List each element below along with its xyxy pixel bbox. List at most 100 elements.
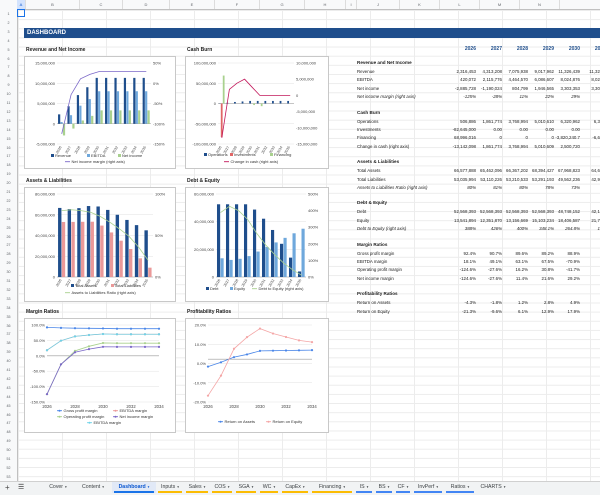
- data-point[interactable]: [220, 375, 222, 377]
- bar[interactable]: [110, 110, 112, 123]
- bar[interactable]: [60, 122, 62, 124]
- bar[interactable]: [116, 215, 119, 277]
- row-header[interactable]: 15: [0, 135, 17, 144]
- table-cell[interactable]: 13,541,894: [450, 218, 476, 223]
- bar[interactable]: [221, 258, 224, 277]
- tab-content[interactable]: Content▾: [74, 482, 112, 493]
- bar[interactable]: [110, 232, 113, 277]
- bar[interactable]: [82, 120, 84, 123]
- bar[interactable]: [221, 104, 223, 137]
- bar[interactable]: [58, 208, 61, 277]
- data-point[interactable]: [88, 334, 90, 336]
- bar[interactable]: [148, 110, 150, 123]
- column-header-c[interactable]: C: [80, 0, 123, 9]
- data-point[interactable]: [102, 327, 104, 329]
- table-cell[interactable]: 11%: [502, 94, 528, 99]
- table-cell[interactable]: 52,568,393: [528, 209, 554, 214]
- chevron-down-icon[interactable]: ▾: [177, 485, 179, 489]
- table-cell[interactable]: 4,464,570: [502, 77, 528, 82]
- data-point[interactable]: [233, 356, 235, 358]
- table-cell[interactable]: 52,568,393: [476, 209, 502, 214]
- bar[interactable]: [217, 204, 220, 277]
- row-header[interactable]: 6: [0, 55, 17, 64]
- column-header-h[interactable]: H: [305, 0, 346, 9]
- bar[interactable]: [242, 101, 244, 103]
- data-point[interactable]: [116, 328, 118, 330]
- bar[interactable]: [101, 110, 103, 123]
- table-cell[interactable]: 42,138,: [580, 209, 600, 214]
- table-cell[interactable]: 426%: [476, 226, 502, 231]
- row-header[interactable]: 17: [0, 152, 17, 161]
- column-header-d[interactable]: D: [123, 0, 170, 9]
- table-cell[interactable]: 22%: [528, 94, 554, 99]
- row-header[interactable]: 44: [0, 393, 17, 402]
- row-header[interactable]: 38: [0, 339, 17, 348]
- margin-ratios-chart[interactable]: Margin Ratios 100.0%50.0%0.0%-50.0%-100.…: [24, 318, 176, 433]
- data-point[interactable]: [285, 349, 287, 351]
- data-point[interactable]: [311, 341, 313, 343]
- table-cell[interactable]: 92.4%: [450, 251, 476, 256]
- bar[interactable]: [91, 222, 94, 277]
- chevron-down-icon[interactable]: ▾: [204, 485, 206, 489]
- bar[interactable]: [284, 238, 287, 277]
- sheet-list-icon[interactable]: ☰: [18, 483, 24, 492]
- row-header[interactable]: 9: [0, 81, 17, 90]
- table-cell[interactable]: 53,035,994: [450, 177, 476, 182]
- table-cell[interactable]: 5,010,610: [528, 119, 554, 124]
- table-cell[interactable]: 29%: [554, 94, 580, 99]
- row-header[interactable]: 49: [0, 437, 17, 446]
- table-cell[interactable]: 1.2%: [502, 300, 528, 305]
- data-point[interactable]: [116, 333, 118, 335]
- selected-cell[interactable]: [17, 9, 25, 17]
- table-cell[interactable]: 5,010,609: [528, 144, 554, 149]
- table-cell[interactable]: 6,320,962: [554, 119, 580, 124]
- bar[interactable]: [72, 124, 74, 129]
- table-cell[interactable]: 0.00: [476, 127, 502, 132]
- chevron-down-icon[interactable]: ▾: [367, 485, 369, 489]
- table-cell[interactable]: -6,609,: [580, 135, 600, 140]
- row-header[interactable]: 2: [0, 19, 17, 28]
- table-cell[interactable]: 15: [580, 309, 600, 314]
- table-cell[interactable]: -124.6%: [450, 276, 476, 281]
- table-cell[interactable]: 6,086,607: [528, 77, 554, 82]
- bar[interactable]: [98, 91, 100, 124]
- row-header[interactable]: 45: [0, 402, 17, 411]
- bar[interactable]: [79, 106, 81, 124]
- chevron-down-icon[interactable]: ▾: [65, 485, 67, 489]
- table-cell[interactable]: 0.00: [528, 127, 554, 132]
- data-point[interactable]: [102, 346, 104, 348]
- row-header[interactable]: 1: [0, 10, 17, 19]
- profitability-ratios-chart[interactable]: Profitability Ratios 20.0%10.0%0.0%-10.0…: [185, 318, 329, 433]
- table-cell[interactable]: -13,142,098: [450, 144, 476, 149]
- column-header-m[interactable]: M: [480, 0, 520, 9]
- table-cell[interactable]: 29.2%: [554, 276, 580, 281]
- bar[interactable]: [87, 206, 90, 277]
- data-point[interactable]: [130, 333, 132, 335]
- table-cell[interactable]: 6: [580, 185, 600, 190]
- data-point[interactable]: [207, 395, 209, 397]
- table-cell[interactable]: 90.7%: [476, 251, 502, 256]
- row-header[interactable]: 35: [0, 313, 17, 322]
- data-point[interactable]: [272, 350, 274, 352]
- bar[interactable]: [114, 78, 116, 124]
- table-cell[interactable]: -70.9%: [554, 259, 580, 264]
- data-point[interactable]: [259, 327, 261, 329]
- chevron-down-icon[interactable]: ▾: [467, 485, 469, 489]
- data-point[interactable]: [46, 393, 48, 395]
- data-point[interactable]: [298, 349, 300, 351]
- bar[interactable]: [119, 241, 122, 277]
- table-cell[interactable]: 53,291,193: [528, 177, 554, 182]
- series-line[interactable]: [47, 347, 159, 394]
- table-cell[interactable]: 89.6%: [502, 251, 528, 256]
- data-point[interactable]: [158, 328, 160, 330]
- data-point[interactable]: [158, 346, 160, 348]
- table-cell[interactable]: 16.2%: [502, 267, 528, 272]
- table-cell[interactable]: 21.6%: [528, 276, 554, 281]
- row-header[interactable]: 34: [0, 304, 17, 313]
- row-header[interactable]: 24: [0, 215, 17, 224]
- row-header[interactable]: 21: [0, 188, 17, 197]
- bar[interactable]: [249, 101, 251, 104]
- table-cell[interactable]: 0: [502, 135, 528, 140]
- bar[interactable]: [124, 78, 126, 124]
